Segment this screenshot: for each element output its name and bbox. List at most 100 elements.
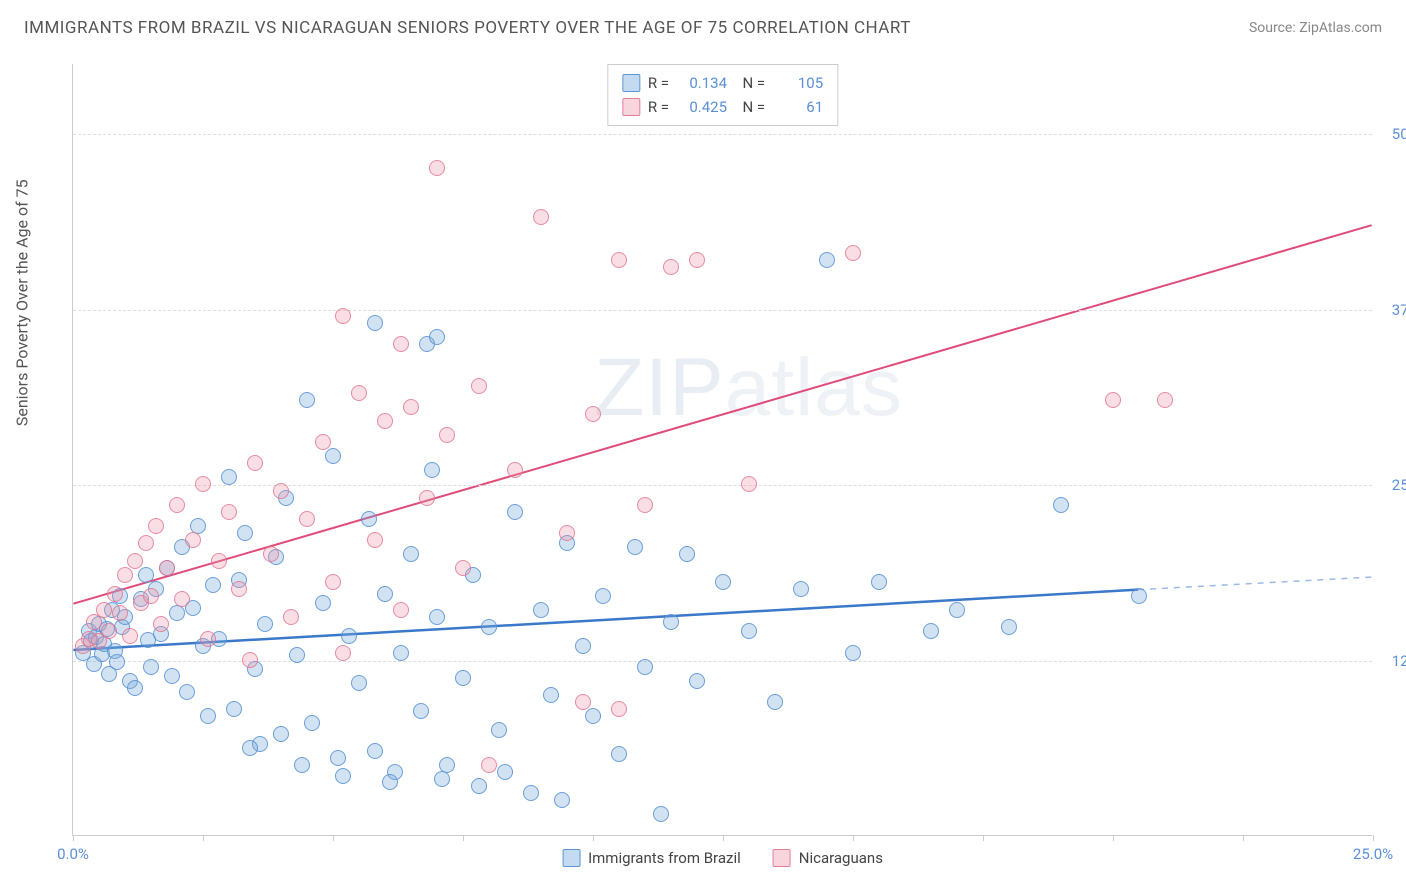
x-tick xyxy=(723,835,724,841)
x-tick xyxy=(983,835,984,841)
correlation-legend: R = 0.134 N = 105 R = 0.425 N = 61 xyxy=(607,64,838,126)
scatter-point xyxy=(101,623,117,639)
scatter-point xyxy=(237,525,253,541)
scatter-point xyxy=(637,497,653,513)
chart-container: Seniors Poverty Over the Age of 75 ZIPat… xyxy=(50,56,1390,876)
scatter-point xyxy=(367,315,383,331)
scatter-point xyxy=(793,581,809,597)
scatter-point xyxy=(138,535,154,551)
stat-n-blue: 105 xyxy=(773,71,823,95)
scatter-point xyxy=(689,252,705,268)
stat-label-r: R = xyxy=(648,71,669,95)
scatter-point xyxy=(221,469,237,485)
watermark: ZIPatlas xyxy=(594,341,903,435)
x-tick xyxy=(333,835,334,841)
watermark-part-b: atlas xyxy=(725,342,903,433)
x-tick-label: 25.0% xyxy=(1353,845,1393,863)
scatter-point xyxy=(330,750,346,766)
scatter-point xyxy=(367,743,383,759)
scatter-point xyxy=(845,645,861,661)
gridline-h xyxy=(73,661,1372,662)
scatter-point xyxy=(767,694,783,710)
scatter-point xyxy=(481,619,497,635)
scatter-point xyxy=(289,647,305,663)
scatter-point xyxy=(575,694,591,710)
scatter-point xyxy=(335,768,351,784)
scatter-point xyxy=(871,574,887,590)
scatter-point xyxy=(174,591,190,607)
scatter-point xyxy=(413,703,429,719)
scatter-point xyxy=(377,413,393,429)
chart-source: Source: ZipAtlas.com xyxy=(1249,20,1382,36)
scatter-point xyxy=(247,455,263,471)
scatter-point xyxy=(242,740,258,756)
x-tick xyxy=(593,835,594,841)
scatter-point xyxy=(127,680,143,696)
scatter-point xyxy=(153,616,169,632)
scatter-point xyxy=(283,609,299,625)
stat-label-n: N = xyxy=(735,95,765,119)
scatter-point xyxy=(127,553,143,569)
scatter-point xyxy=(637,659,653,675)
legend-row-pink: R = 0.425 N = 61 xyxy=(622,95,823,119)
scatter-point xyxy=(112,605,128,621)
scatter-point xyxy=(159,560,175,576)
scatter-point xyxy=(819,252,835,268)
scatter-point xyxy=(429,329,445,345)
scatter-point xyxy=(393,645,409,661)
scatter-point xyxy=(211,553,227,569)
scatter-point xyxy=(351,675,367,691)
scatter-point xyxy=(845,245,861,261)
scatter-point xyxy=(200,631,216,647)
scatter-point xyxy=(117,567,133,583)
swatch-blue xyxy=(562,849,580,867)
scatter-point xyxy=(507,462,523,478)
x-tick-label: 0.0% xyxy=(57,845,89,863)
chart-header: IMMIGRANTS FROM BRAZIL VS NICARAGUAN SEN… xyxy=(0,0,1406,46)
scatter-point xyxy=(393,602,409,618)
scatter-point xyxy=(1001,619,1017,635)
scatter-point xyxy=(455,560,471,576)
scatter-point xyxy=(315,595,331,611)
legend-item-pink: Nicaraguans xyxy=(773,849,883,867)
scatter-point xyxy=(179,684,195,700)
scatter-point xyxy=(679,546,695,562)
stat-n-pink: 61 xyxy=(773,95,823,119)
stat-label-n: N = xyxy=(735,71,765,95)
scatter-point xyxy=(741,623,757,639)
legend-label-pink: Nicaraguans xyxy=(799,849,883,867)
scatter-point xyxy=(689,673,705,689)
scatter-point xyxy=(382,774,398,790)
scatter-point xyxy=(361,511,377,527)
x-tick xyxy=(73,835,74,841)
scatter-point xyxy=(257,616,273,632)
scatter-point xyxy=(242,652,258,668)
scatter-point xyxy=(351,385,367,401)
scatter-point xyxy=(226,701,242,717)
x-tick xyxy=(1243,835,1244,841)
x-tick xyxy=(463,835,464,841)
chart-title: IMMIGRANTS FROM BRAZIL VS NICARAGUAN SEN… xyxy=(24,18,911,38)
stat-r-pink: 0.425 xyxy=(677,95,727,119)
scatter-point xyxy=(497,764,513,780)
scatter-point xyxy=(231,581,247,597)
scatter-point xyxy=(335,645,351,661)
scatter-point xyxy=(143,659,159,675)
series-legend: Immigrants from Brazil Nicaraguans xyxy=(562,849,883,867)
scatter-point xyxy=(595,588,611,604)
scatter-point xyxy=(143,588,159,604)
scatter-point xyxy=(507,504,523,520)
scatter-point xyxy=(653,806,669,822)
scatter-point xyxy=(325,448,341,464)
scatter-point xyxy=(471,778,487,794)
swatch-pink xyxy=(622,98,640,116)
scatter-point xyxy=(949,602,965,618)
x-tick xyxy=(1113,835,1114,841)
stat-r-blue: 0.134 xyxy=(677,71,727,95)
scatter-point xyxy=(455,670,471,686)
scatter-point xyxy=(294,757,310,773)
x-tick xyxy=(203,835,204,841)
scatter-point xyxy=(1131,588,1147,604)
scatter-point xyxy=(471,378,487,394)
scatter-point xyxy=(325,574,341,590)
